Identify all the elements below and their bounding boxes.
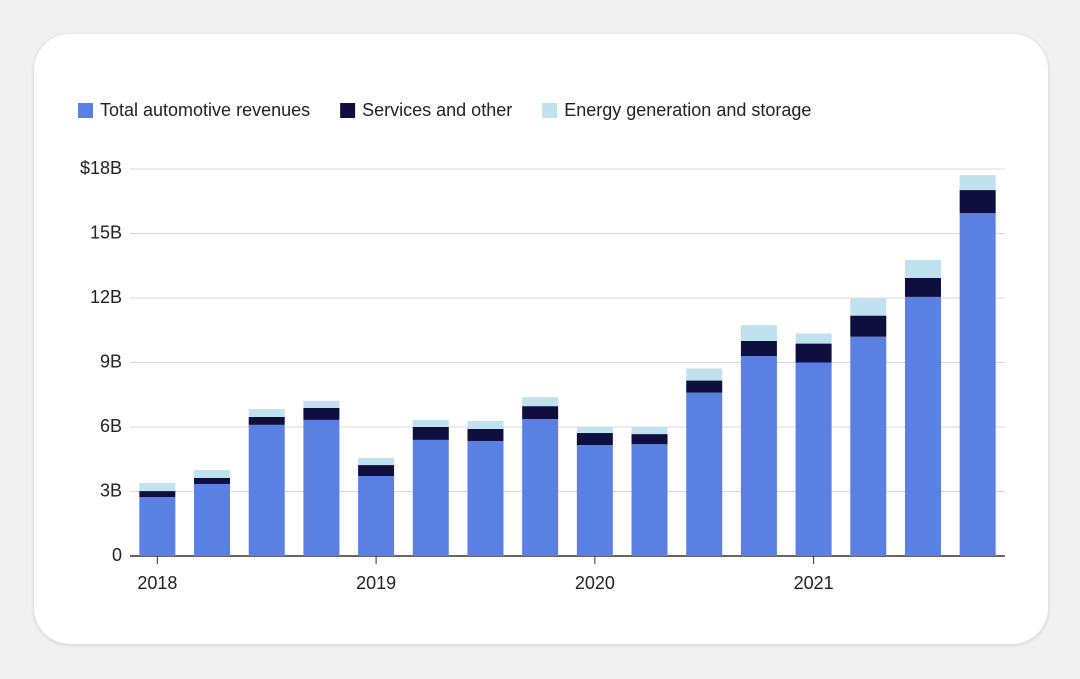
y-tick-label: 3B: [100, 480, 122, 500]
bar-segment: [576, 427, 613, 434]
legend-label: Total automotive revenues: [100, 100, 310, 120]
bar-segment: [686, 368, 723, 381]
bar-segment: [194, 470, 231, 478]
bar-segment: [795, 343, 832, 363]
bar-segment: [740, 325, 777, 341]
bar-segment: [850, 315, 887, 337]
bar-segment: [139, 491, 176, 498]
bar-segment: [850, 336, 887, 556]
bar-segment: [522, 419, 559, 556]
bar-segment: [631, 444, 668, 556]
bar-segment: [248, 408, 285, 417]
bar-segment: [904, 278, 941, 297]
bar-segment: [358, 457, 395, 466]
bar-segment: [522, 397, 559, 407]
bar-segment: [412, 427, 449, 440]
bar-segment: [686, 392, 723, 556]
bar-segment: [248, 416, 285, 425]
bar-segment: [358, 476, 395, 556]
bar-segment: [850, 298, 887, 316]
bar-segment: [412, 419, 449, 427]
bar-segment: [139, 497, 176, 556]
y-tick-label: 0: [112, 545, 122, 565]
bar-segment: [194, 483, 231, 556]
bar-segment: [795, 333, 832, 344]
bar-segment: [248, 424, 285, 556]
bar-segment: [795, 362, 832, 556]
y-tick-label: $18B: [80, 158, 122, 178]
y-tick-label: 15B: [90, 222, 122, 242]
bar-segment: [959, 190, 996, 214]
bar-segment: [686, 380, 723, 393]
bar-segment: [467, 428, 504, 441]
x-tick-label: 2020: [575, 573, 615, 593]
x-tick-label: 2021: [794, 573, 834, 593]
bar-segment: [303, 419, 340, 556]
legend-swatch: [542, 103, 558, 118]
bar-segment: [631, 427, 668, 435]
bar-segment: [194, 477, 231, 484]
x-tick-label: 2018: [137, 573, 177, 593]
legend-swatch: [340, 103, 356, 118]
bar-segment: [358, 465, 395, 477]
y-tick-label: 9B: [100, 351, 122, 371]
bar-segment: [467, 420, 504, 429]
legend-swatch: [78, 103, 93, 118]
bar-segment: [904, 296, 941, 556]
bar-segment: [740, 356, 777, 556]
bar-segment: [522, 406, 559, 420]
bar-segment: [959, 213, 996, 556]
bar-segment: [576, 433, 613, 446]
legend-label: Services and other: [362, 100, 512, 120]
bar-segment: [412, 439, 449, 556]
bar-segment: [467, 440, 504, 556]
bar-segment: [740, 341, 777, 357]
bar-segment: [631, 434, 668, 445]
y-tick-label: 6B: [100, 416, 122, 436]
y-tick-label: 12B: [90, 287, 122, 307]
bar-segment: [303, 400, 340, 408]
bar-segment: [139, 483, 176, 492]
x-tick-label: 2019: [356, 573, 396, 593]
bar-segment: [959, 175, 996, 191]
bar-segment: [303, 407, 340, 420]
bar-segment: [904, 259, 941, 279]
legend-label: Energy generation and storage: [564, 100, 811, 120]
bar-segment: [576, 445, 613, 556]
